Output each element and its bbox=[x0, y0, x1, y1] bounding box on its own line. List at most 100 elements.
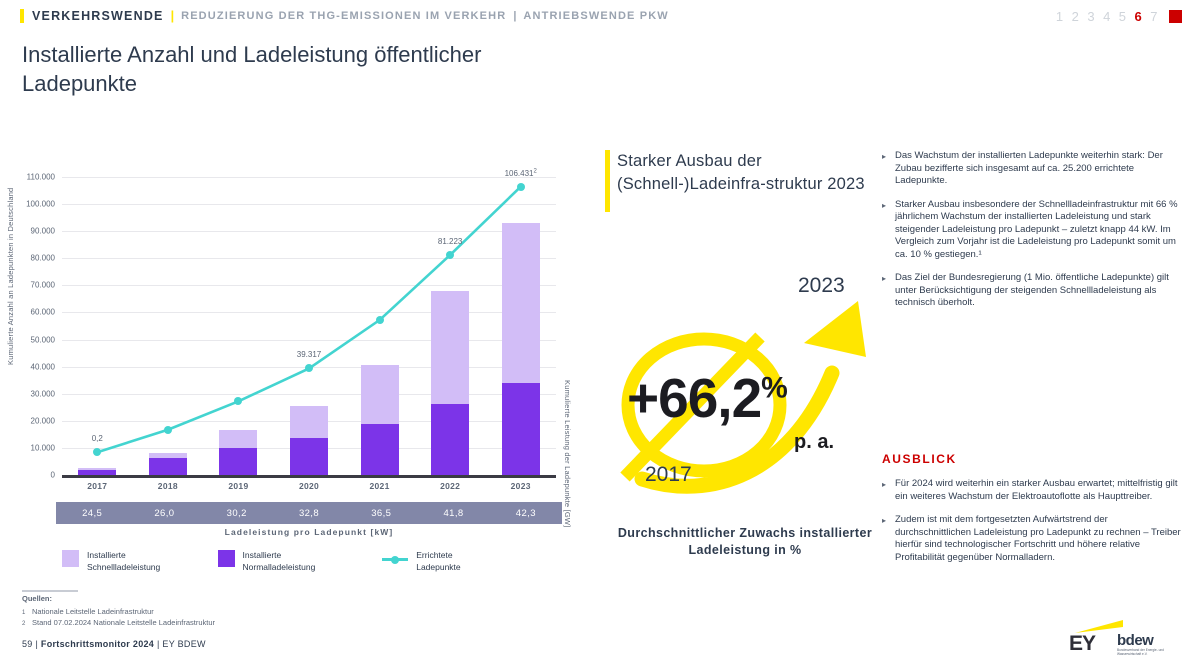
footer-page-number: 59 bbox=[22, 639, 33, 649]
chart-gridline: 110.000 bbox=[27, 173, 556, 182]
sources-divider bbox=[22, 590, 78, 592]
kw-value-cell: 26,0 bbox=[154, 507, 175, 519]
legend-swatch-icon bbox=[217, 550, 235, 567]
bullet-triangle-icon: ▸ bbox=[882, 480, 887, 489]
legend-item[interactable]: Installierte Schnellladeleistung bbox=[62, 550, 218, 573]
y-axis-tick-label: 20.000 bbox=[30, 416, 55, 426]
line-series-errichtete-ladepunkte bbox=[96, 185, 522, 454]
legend-item[interactable]: Errichtete Ladepunkte bbox=[382, 550, 492, 573]
pager-item-2[interactable]: 2 bbox=[1071, 9, 1080, 24]
bar-segment-normalladeleistung[interactable] bbox=[431, 404, 470, 475]
chart-bar-group[interactable] bbox=[431, 177, 470, 475]
chart-x-axis-line bbox=[62, 475, 556, 478]
line-data-point[interactable] bbox=[305, 364, 313, 373]
bar-segment-normalladeleistung[interactable] bbox=[78, 469, 117, 475]
chart-bar-group[interactable] bbox=[219, 177, 258, 475]
bullet-triangle-icon: ▸ bbox=[882, 516, 887, 525]
chart-gridline: 70.000 bbox=[31, 281, 556, 290]
kw-strip-caption: Ladeleistung pro Ladepunkt [kW] bbox=[224, 527, 394, 537]
legend-label: Installierte Normalladeleistung bbox=[242, 550, 316, 572]
y-axis-tick-label: 40.000 bbox=[30, 362, 55, 372]
source-text-2: Stand 07.02.2024 Nationale Leitstelle La… bbox=[32, 618, 216, 627]
bullet-triangle-icon: ▸ bbox=[882, 200, 887, 210]
chart-bar-group[interactable] bbox=[501, 177, 540, 475]
kw-value-cell: 32,8 bbox=[298, 507, 320, 519]
kw-value-cell: 30,2 bbox=[226, 507, 247, 519]
ausblick-bullet-text-1: Für 2024 wird weiterhin ein starker Ausb… bbox=[895, 478, 1178, 502]
sources-block: Quellen: 1 Nationale Leitstelle Ladeinfr… bbox=[22, 594, 215, 630]
eyebrow-sub-label-2: ANTRIEBSWENDE PKW bbox=[523, 10, 669, 22]
line-data-point[interactable] bbox=[93, 448, 102, 457]
bullet-text-1: Das Wachstum der installierten Ladepunkt… bbox=[895, 150, 1163, 186]
line-data-point[interactable] bbox=[234, 397, 243, 406]
line-data-label: 0,2 bbox=[91, 434, 103, 444]
bullet-text-3: Das Ziel der Bundesregierung (1 Mio. öff… bbox=[895, 272, 1169, 308]
arrow-start-year-label: 2017 bbox=[645, 463, 692, 486]
line-data-point[interactable] bbox=[375, 316, 384, 325]
legend-label: Installierte Schnellladeleistung bbox=[87, 550, 161, 572]
y-axis-tick-label: 90.000 bbox=[30, 226, 55, 236]
bar-segment-normalladeleistung[interactable] bbox=[148, 457, 187, 475]
average-growth-arrow-graphic: 2023 2017 +66,2% p. a. bbox=[600, 265, 890, 505]
ausblick-bullets: ▸ Für 2024 wird weiterhin ein starker Au… bbox=[882, 478, 1182, 575]
pager-item-5[interactable]: 5 bbox=[1118, 9, 1127, 24]
chart-gridline: 50.000 bbox=[31, 335, 556, 344]
chart-bar-group[interactable] bbox=[360, 177, 399, 475]
x-axis-tick-label: 2021 bbox=[369, 481, 390, 491]
chart-bar-group[interactable] bbox=[290, 177, 328, 475]
y-axis-tick-label: 100.000 bbox=[26, 199, 55, 209]
bullet-item: ▸ Das Wachstum der installierten Ladepun… bbox=[882, 150, 1182, 188]
y-axis-tick-label: 110.000 bbox=[26, 172, 55, 182]
bullet-triangle-icon: ▸ bbox=[882, 274, 887, 283]
line-data-label: 106.4312 bbox=[504, 168, 537, 178]
kw-value-cell: 24,5 bbox=[82, 507, 103, 519]
legend-line-marker-icon bbox=[382, 550, 409, 567]
chart-gridline: 100.000 bbox=[26, 200, 556, 209]
y-axis-tick-label: 80.000 bbox=[30, 253, 55, 263]
line-data-point[interactable] bbox=[446, 250, 455, 259]
kw-value-cell: 42,3 bbox=[515, 507, 536, 519]
pager-item-6-active[interactable]: 6 bbox=[1134, 9, 1143, 24]
pager-item-3[interactable]: 3 bbox=[1087, 9, 1096, 24]
line-data-point[interactable] bbox=[163, 425, 172, 434]
line-data-label: 39.317 bbox=[296, 350, 322, 360]
chart-bar-group[interactable] bbox=[148, 177, 187, 475]
y-axis-tick-label: 0 bbox=[50, 470, 55, 480]
section-pager[interactable]: 1 2 3 4 5 6 7 bbox=[1056, 9, 1182, 24]
source-marker-2: 2 bbox=[22, 621, 26, 627]
line-data-label: 81.223 bbox=[437, 236, 463, 246]
bar-segment-normalladeleistung[interactable] bbox=[501, 382, 540, 475]
sources-heading: Quellen: bbox=[22, 594, 53, 603]
chart-gridline: 90.000 bbox=[31, 227, 556, 236]
bar-segment-normalladeleistung[interactable] bbox=[290, 437, 328, 475]
chart-gridline: 80.000 bbox=[31, 254, 556, 263]
pager-item-7[interactable]: 7 bbox=[1150, 9, 1158, 24]
kw-value-strip: 24,5 26,0 30,2 32,8 36,5 41,8 42,3 bbox=[56, 502, 562, 524]
chart-panel: Kumulierte Anzahl an Ladepunkten in Deut… bbox=[0, 165, 600, 595]
middle-heading: Starker Ausbau der (Schnell-)Ladeinfra-s… bbox=[617, 152, 865, 193]
bullet-item: ▸ Starker Ausbau insbesondere der Schnel… bbox=[882, 199, 1182, 262]
bar-segment-normalladeleistung[interactable] bbox=[219, 448, 258, 475]
eyebrow-main-label: VERKEHRSWENDE bbox=[32, 9, 164, 23]
bar-segment-normalladeleistung[interactable] bbox=[360, 423, 399, 475]
legend-item[interactable]: Installierte Normalladeleistung bbox=[217, 550, 383, 573]
y-axis-tick-label: 10.000 bbox=[30, 443, 55, 453]
bullet-triangle-icon: ▸ bbox=[882, 152, 887, 161]
y2-axis-title: Kumulierte Leistung der Ladepunkte [GW] bbox=[563, 380, 572, 528]
middle-heading-accent bbox=[605, 150, 610, 212]
y-axis-tick-label: 50.000 bbox=[30, 335, 55, 345]
chart-legend: Installierte Schnellladeleistung Installie… bbox=[62, 550, 492, 573]
bullet-item: ▸ Das Ziel der Bundesregierung (1 Mio. ö… bbox=[882, 272, 1182, 310]
growth-caption: Durchschnittlicher Zuwachs installierter… bbox=[617, 526, 873, 557]
logo-group: EY bdew Bundesverband der Energie- und W… bbox=[1055, 620, 1185, 660]
ausblick-heading: AUSBLICK bbox=[882, 452, 957, 466]
line-data-point[interactable] bbox=[516, 182, 525, 191]
growth-value: +66,2% bbox=[627, 366, 788, 430]
kw-value-cell: 41,8 bbox=[443, 507, 464, 519]
chart-bar-group[interactable] bbox=[78, 177, 117, 475]
pager-item-4[interactable]: 4 bbox=[1103, 9, 1111, 24]
chart-plot-area: 0 10.000 20.000 30.000 40.000 50.000 60.000 70.… bbox=[26, 168, 556, 480]
pager-item-1[interactable]: 1 bbox=[1055, 9, 1064, 24]
x-axis-tick-label: 2019 bbox=[228, 481, 249, 491]
footer-organizations: EY BDEW bbox=[162, 639, 206, 649]
